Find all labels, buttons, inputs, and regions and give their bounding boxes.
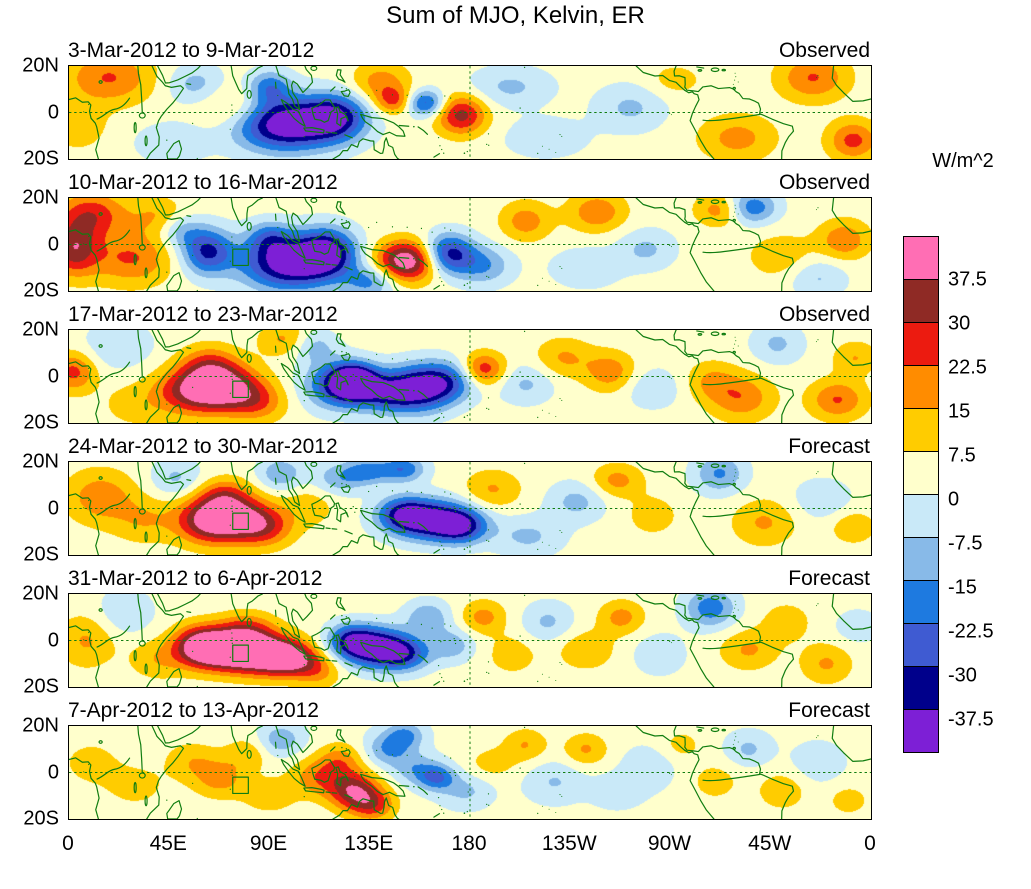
- panel-header: 10-Mar-2012 to 16-Mar-2012 Observed: [68, 172, 870, 194]
- colorbar: [903, 236, 939, 753]
- map-overlay: [69, 594, 871, 687]
- map-overlay: [69, 462, 871, 555]
- panel-header: 7-Apr-2012 to 13-Apr-2012 Forecast: [68, 700, 870, 722]
- colorbar-cell: [903, 494, 939, 538]
- target-region-box: [233, 645, 249, 661]
- map-panel: 20N 0 20S: [22, 187, 872, 302]
- panel-source-label: Observed: [778, 303, 870, 326]
- colorbar-cell: [903, 322, 939, 366]
- y-tick-label: 20S: [23, 279, 59, 302]
- panel-1: 3-Mar-2012 to 9-Mar-2012 Observed 20N 0 …: [22, 40, 872, 170]
- x-tick-label: 45E: [149, 832, 187, 855]
- panel-2: 10-Mar-2012 to 16-Mar-2012 Observed 20N …: [22, 172, 872, 302]
- colorbar-cell: [903, 623, 939, 667]
- colorbar-cell: [903, 580, 939, 624]
- colorbar-tick-label: 37.5: [948, 268, 987, 291]
- y-tick-label: 0: [47, 629, 59, 651]
- y-tick-label: 20S: [23, 807, 59, 830]
- y-tick-label: 0: [47, 365, 59, 387]
- panel-source-label: Forecast: [788, 435, 870, 458]
- y-tick-label: 20S: [23, 147, 59, 170]
- panel-header: 24-Mar-2012 to 30-Mar-2012 Forecast: [68, 436, 870, 458]
- panel-date-range: 24-Mar-2012 to 30-Mar-2012: [68, 435, 338, 458]
- colorbar-cell: [903, 451, 939, 495]
- colorbar-cell: [903, 236, 939, 280]
- x-tick-label: 90E: [249, 832, 288, 855]
- panel-6: 7-Apr-2012 to 13-Apr-2012 Forecast 20N 0…: [22, 700, 872, 830]
- panel-header: 31-Mar-2012 to 6-Apr-2012 Forecast: [68, 568, 870, 590]
- panel-source-label: Observed: [778, 39, 870, 62]
- colorbar-tick-label: 15: [948, 400, 971, 423]
- y-tick-label: 20N: [22, 318, 59, 341]
- target-region-box: [233, 777, 249, 793]
- y-tick-label: 20S: [23, 675, 59, 698]
- colorbar-cell: [903, 709, 939, 753]
- x-tick-label: 135W: [541, 832, 597, 855]
- x-tick-label: 0: [62, 832, 74, 855]
- panel-4: 24-Mar-2012 to 30-Mar-2012 Forecast 20N …: [22, 436, 872, 566]
- y-tick-label: 20S: [23, 543, 59, 566]
- y-tick-label: 20N: [22, 582, 59, 605]
- x-tick-label: 90W: [647, 832, 692, 855]
- panel-date-range: 31-Mar-2012 to 6-Apr-2012: [68, 567, 323, 590]
- y-tick-label: 0: [47, 101, 59, 123]
- x-tick-label: 135E: [344, 832, 394, 855]
- colorbar-tick-label: 22.5: [948, 356, 987, 379]
- colorbar-labels: 37.5 30 22.5 15 7.5 0 -7.5 -15 -22.5 -30 -37.5: [948, 236, 1018, 764]
- x-axis: 0 45E 90E 135E 180 135W 90W 45W 0: [62, 832, 876, 858]
- colorbar-cell: [903, 279, 939, 323]
- target-region-box: [233, 381, 249, 397]
- colorbar-tick-label: -7.5: [948, 532, 983, 555]
- y-tick-label: 0: [47, 233, 59, 255]
- page-title: Sum of MJO, Kelvin, ER: [386, 2, 645, 29]
- y-tick-label: 0: [47, 497, 59, 519]
- y-tick-label: 20N: [22, 714, 59, 737]
- y-tick-label: 0: [47, 761, 59, 783]
- target-region-box: [233, 249, 249, 265]
- target-region-box: [233, 513, 249, 529]
- panel-source-label: Forecast: [788, 699, 870, 722]
- y-tick-label: 20S: [23, 411, 59, 434]
- y-tick-label: 20N: [22, 54, 59, 77]
- colorbar-cell: [903, 408, 939, 452]
- colorbar-tick-label: 7.5: [948, 444, 976, 467]
- panel-header: 3-Mar-2012 to 9-Mar-2012 Observed: [68, 40, 870, 62]
- y-tick-label: 20N: [22, 186, 59, 209]
- panel-date-range: 7-Apr-2012 to 13-Apr-2012: [68, 699, 319, 722]
- map-overlay: [69, 198, 871, 291]
- panel-date-range: 3-Mar-2012 to 9-Mar-2012: [68, 39, 315, 62]
- map-panel: 20N 0 20S: [22, 451, 872, 566]
- panel-3: 17-Mar-2012 to 23-Mar-2012 Observed 20N …: [22, 304, 872, 434]
- colorbar-unit-label: W/m^2: [932, 150, 994, 172]
- colorbar-cell: [903, 666, 939, 710]
- x-tick-label: 0: [864, 832, 876, 855]
- panel-5: 31-Mar-2012 to 6-Apr-2012 Forecast 20N 0…: [22, 568, 872, 698]
- map-overlay: [69, 726, 871, 819]
- panel-header: 17-Mar-2012 to 23-Mar-2012 Observed: [68, 304, 870, 326]
- colorbar-cell: [903, 537, 939, 581]
- map-panel: 20N 0 20S: [22, 55, 872, 170]
- map-overlay: [69, 66, 871, 159]
- panel-source-label: Forecast: [788, 567, 870, 590]
- colorbar-tick-label: -22.5: [948, 620, 994, 643]
- map-panel: 20N 0 20S: [22, 715, 872, 830]
- panel-date-range: 17-Mar-2012 to 23-Mar-2012: [68, 303, 338, 326]
- panel-source-label: Observed: [778, 171, 870, 194]
- x-tick-label: 180: [451, 832, 487, 855]
- panel-date-range: 10-Mar-2012 to 16-Mar-2012: [68, 171, 338, 194]
- map-overlay: [69, 330, 871, 423]
- map-panel: 20N 0 20S: [22, 319, 872, 434]
- map-panel: 20N 0 20S: [22, 583, 872, 698]
- colorbar-cell: [903, 365, 939, 409]
- colorbar-tick-label: -30: [948, 664, 977, 687]
- colorbar-tick-label: -15: [948, 576, 977, 599]
- colorbar-tick-label: 0: [948, 488, 960, 511]
- colorbar-tick-label: 30: [948, 312, 971, 335]
- y-tick-label: 20N: [22, 450, 59, 473]
- colorbar-tick-label: -37.5: [948, 708, 994, 731]
- x-tick-label: 45W: [748, 832, 792, 855]
